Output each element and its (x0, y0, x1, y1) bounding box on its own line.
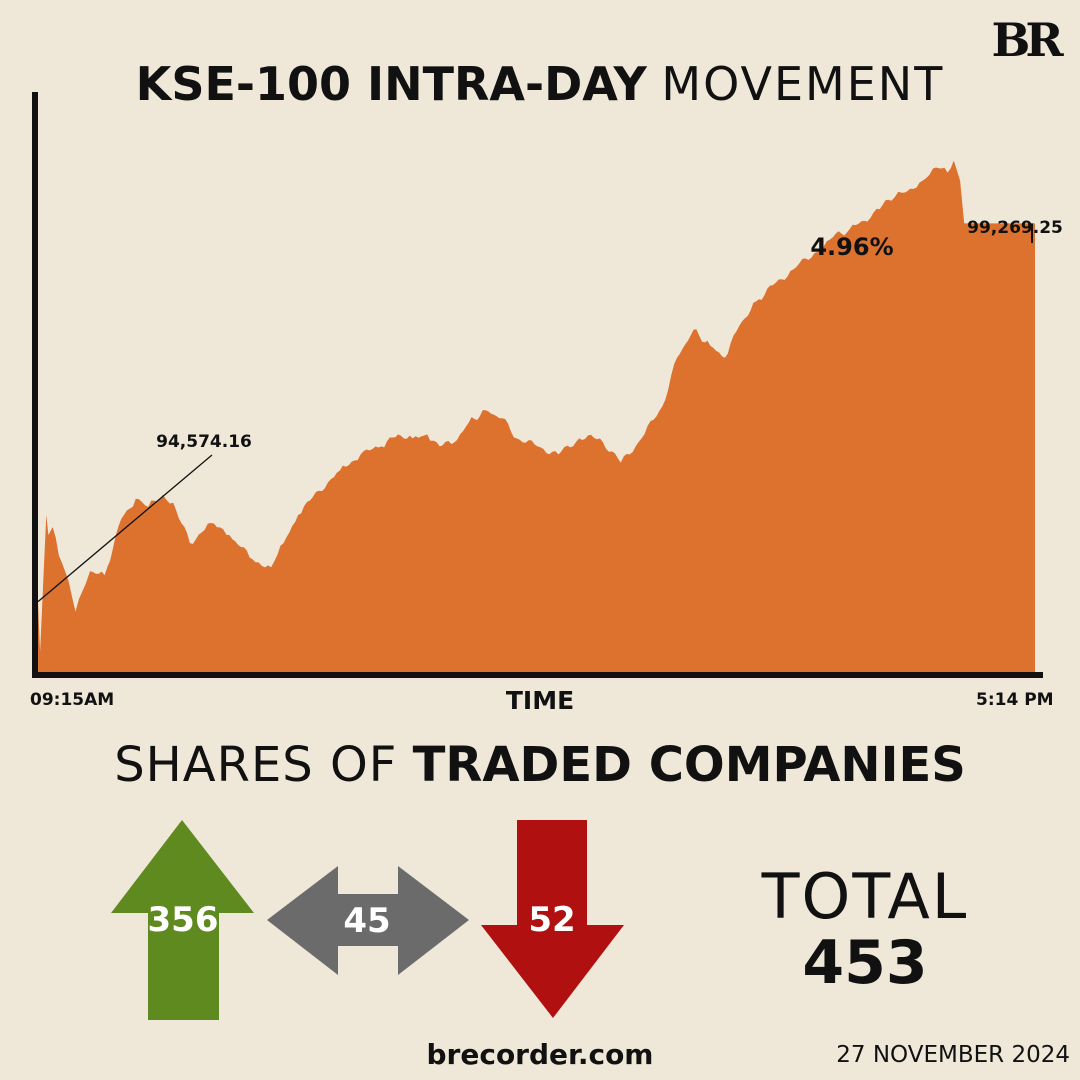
chart-title: KSE-100 INTRA-DAY MOVEMENT (0, 52, 1080, 116)
section-title-light: SHARES OF (114, 737, 398, 793)
unchanged-arrow-icon (267, 866, 469, 975)
intraday-chart: 94,574.16 99,269.25 4.96% (32, 92, 1063, 678)
x-start-label: 09:15AM (30, 690, 115, 710)
x-end-label: 5:14 PM (976, 690, 1054, 710)
total-value: 453 (802, 928, 928, 998)
declined-arrow-icon (481, 820, 624, 1018)
close-value-label: 99,269.25 (967, 218, 1063, 238)
unchanged-count: 45 (343, 901, 390, 941)
br-logo: BR (991, 13, 1063, 67)
publish-date: 27 NOVEMBER 2024 (836, 1042, 1070, 1068)
market-breadth: 356 45 52 (111, 820, 624, 1020)
section-title-bold: TRADED COMPANIES (412, 737, 966, 793)
declined-count: 52 (528, 900, 575, 940)
section-title: SHARES OF TRADED COMPANIES (0, 733, 1080, 797)
chart-title-light: MOVEMENT (661, 57, 945, 111)
plot-area (37, 160, 1035, 673)
up-arrow-icon (892, 195, 928, 264)
open-value-label: 94,574.16 (156, 432, 252, 452)
chart-title-bold: KSE-100 INTRA-DAY (135, 57, 647, 111)
open-leader-line (37, 454, 213, 603)
change-percent-label: 4.96% (810, 233, 893, 261)
total-label: TOTAL (761, 860, 969, 933)
site-url[interactable]: brecorder.com (426, 1038, 654, 1071)
index-area-series (38, 160, 1035, 673)
x-axis-title: TIME (505, 686, 575, 715)
advanced-count: 356 (148, 900, 219, 940)
advanced-arrow-icon (111, 820, 254, 1020)
